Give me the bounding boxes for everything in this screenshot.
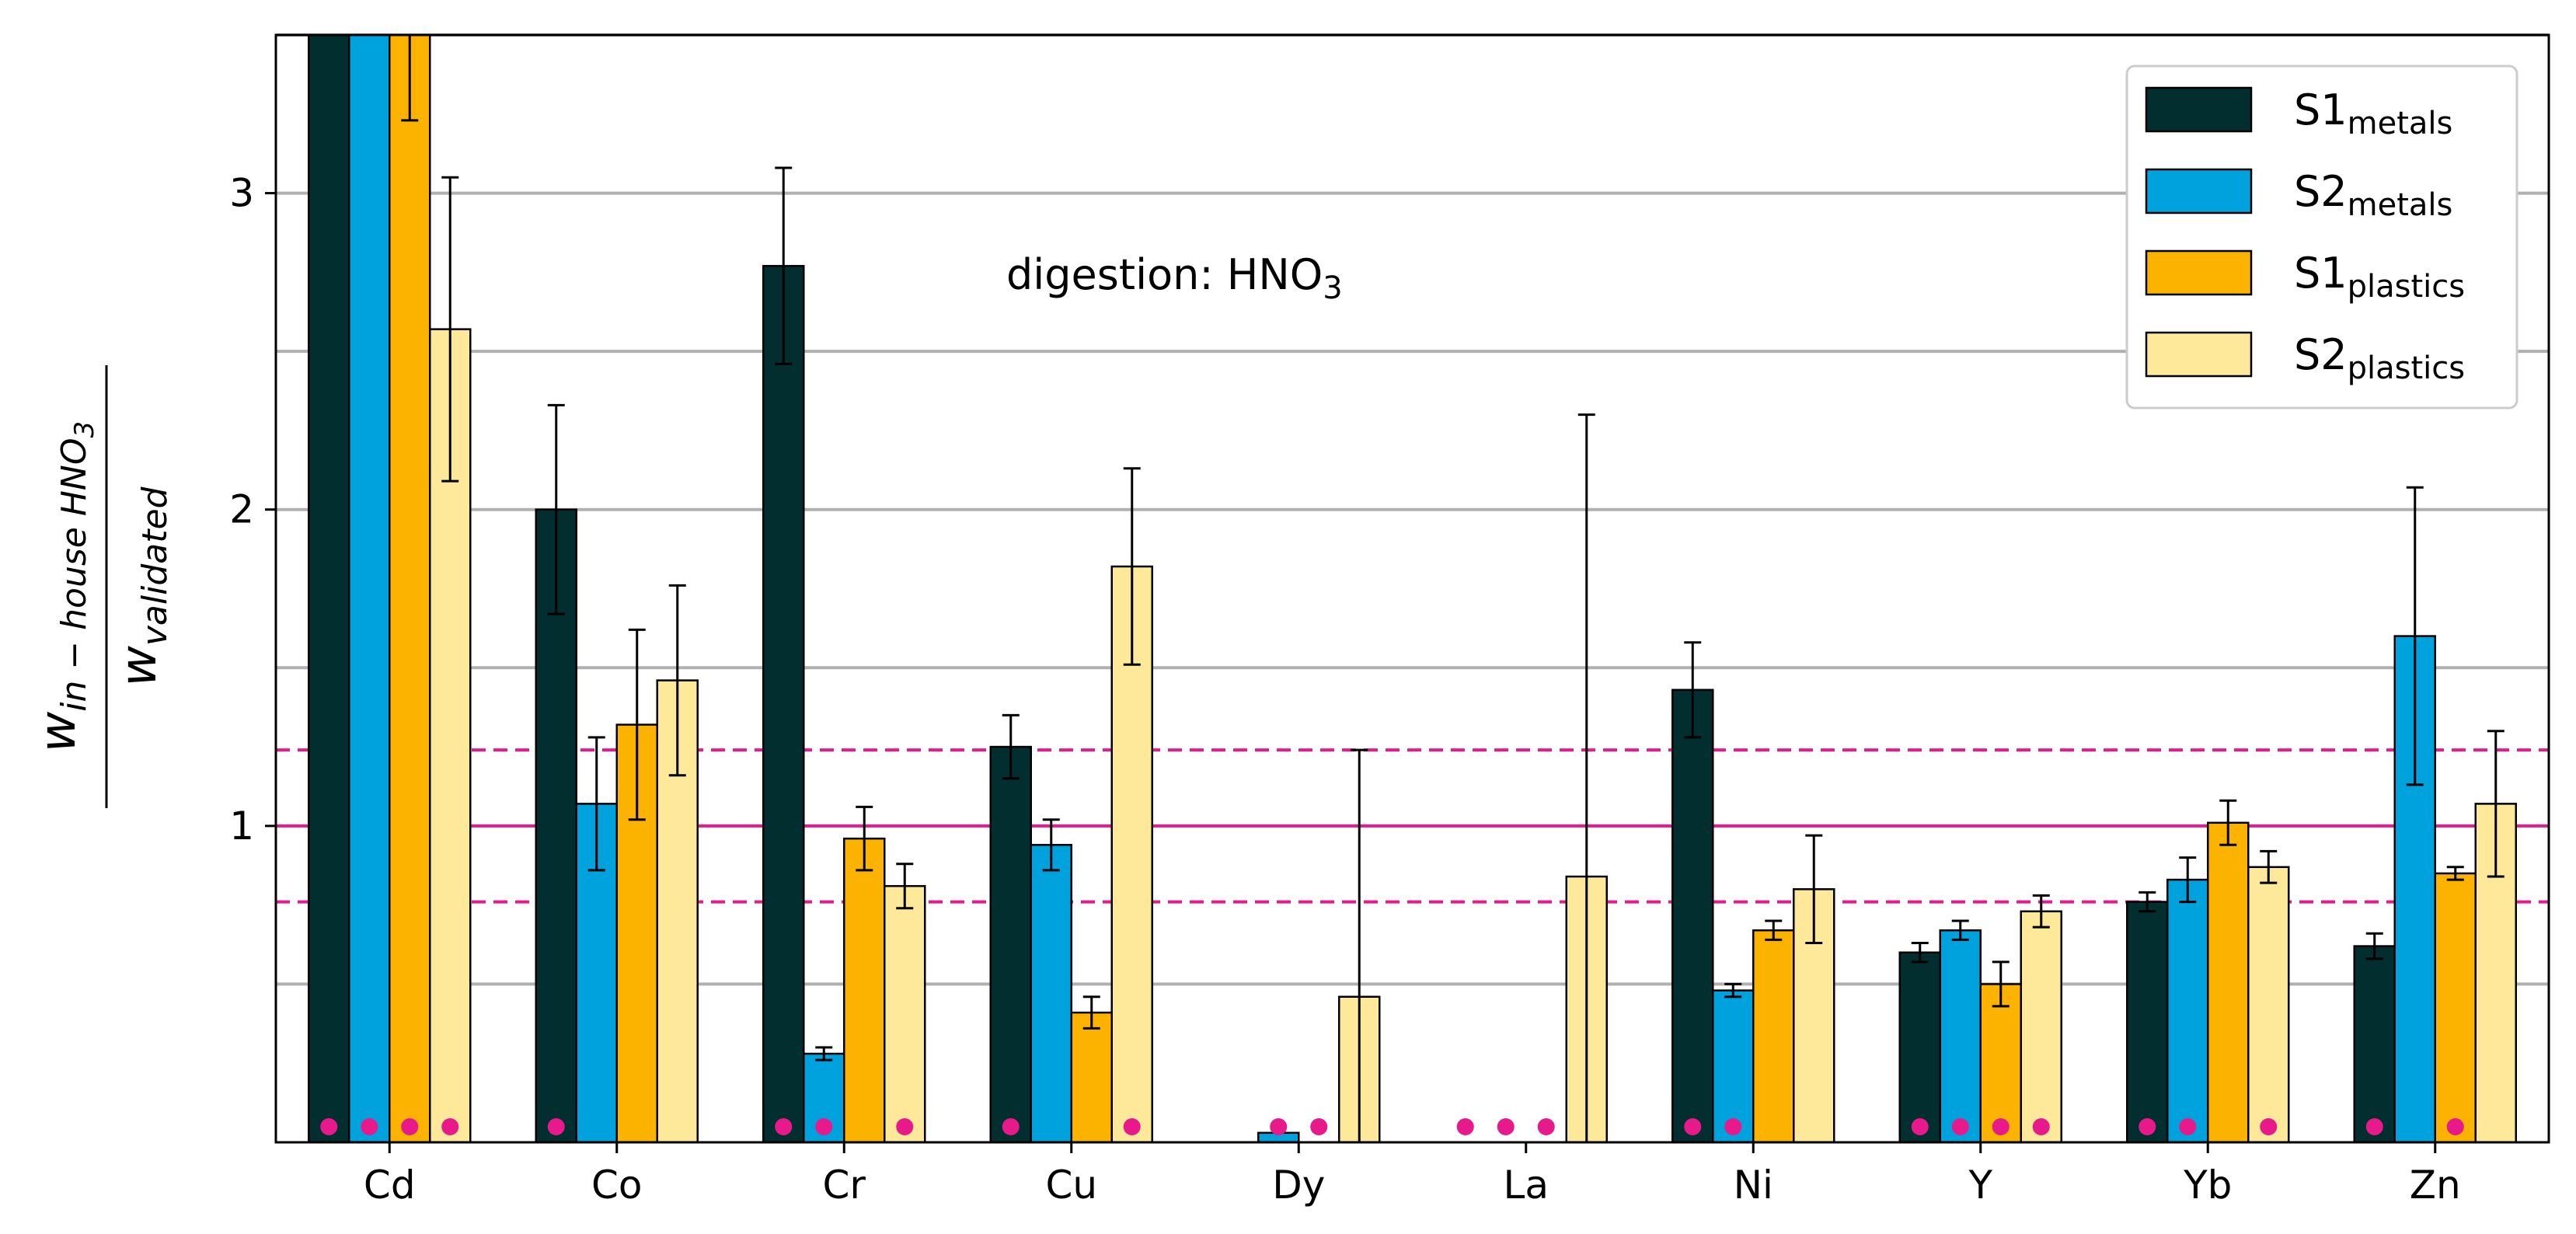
validated-marker-Cd-S2-plastics: [441, 1118, 459, 1135]
legend-swatch-S2-metals: [2145, 168, 2253, 214]
svg-text:wvalidated: wvalidated: [110, 486, 175, 686]
validated-marker-La-S2-metals: [1497, 1118, 1515, 1135]
legend: S1metals S2metals S1plastics S2plastics: [2125, 64, 2518, 410]
bar-Y-S2-plastics: [2020, 910, 2062, 1144]
x-tick-label-Cd: Cd: [364, 1163, 416, 1208]
validated-marker-Y-S1-metals: [1911, 1118, 1929, 1135]
y-tick-label-1: 1: [229, 803, 254, 849]
bar-Zn-S1-plastics: [2434, 872, 2477, 1144]
validated-markers: [320, 1118, 2464, 1135]
bar-Ni-S1-metals: [1671, 688, 1714, 1144]
bar-Yb-S2-plastics: [2247, 866, 2290, 1144]
y-axis-label: win − house HNO3 wvalidated: [30, 365, 175, 808]
legend-swatch-S1-metals: [2145, 86, 2253, 133]
validated-marker-Cr-S2-plastics: [896, 1118, 914, 1135]
validated-marker-Yb-S2-metals: [2179, 1118, 2197, 1135]
bar-Zn-S2-plastics: [2474, 803, 2517, 1144]
bar-Cu-S2-metals: [1030, 844, 1072, 1144]
bar-Cu-S1-metals: [989, 745, 1032, 1144]
bar-Cu-S1-plastics: [1070, 1011, 1113, 1144]
y-tick-label-3: 3: [229, 171, 254, 216]
bar-Cr-S2-plastics: [884, 884, 926, 1144]
x-tick-label-Cu: Cu: [1045, 1163, 1097, 1208]
x-tick-label-Zn: Zn: [2410, 1163, 2461, 1208]
legend-label-S2-metals: S2metals: [2294, 167, 2452, 223]
legend-label-S1-metals: S1metals: [2294, 85, 2452, 141]
bar-Cd-S1-metals: [308, 33, 350, 1144]
bar-Zn-S1-metals: [2353, 945, 2396, 1144]
x-tick-label-Yb: Yb: [2183, 1163, 2232, 1208]
legend-swatch-S1-plastics: [2145, 249, 2253, 296]
validated-marker-Ni-S1-metals: [1684, 1118, 1702, 1135]
validated-marker-Cd-S1-plastics: [401, 1118, 419, 1135]
axis-ticks: Cd Co Cr Cu Dy La Ni Y Yb Zn 1 2 3: [229, 171, 2461, 1208]
bar-Cr-S1-plastics: [843, 837, 886, 1144]
legend-label-S2-plastics: S2plastics: [2294, 330, 2465, 386]
bar-Yb-S1-plastics: [2207, 821, 2250, 1144]
validated-marker-Zn-S1-plastics: [2446, 1118, 2464, 1135]
bar-Cr-S1-metals: [762, 264, 805, 1144]
validated-marker-Cd-S2-metals: [361, 1118, 378, 1135]
bar-Ni-S2-metals: [1712, 989, 1755, 1144]
x-tick-label-Ni: Ni: [1734, 1163, 1773, 1208]
bar-Cd-S2-metals: [348, 33, 391, 1144]
x-tick-label-Cr: Cr: [823, 1163, 866, 1208]
validated-marker-Dy-S2-metals: [1270, 1118, 1288, 1135]
bar-Ni-S1-plastics: [1752, 929, 1795, 1144]
validated-marker-Y-S1-plastics: [1992, 1118, 2010, 1135]
bar-Y-S1-metals: [1898, 951, 1941, 1144]
bar-Yb-S2-metals: [2166, 878, 2209, 1144]
legend-label-S1-plastics: S1plastics: [2294, 249, 2465, 305]
validated-marker-Cu-S1-metals: [1002, 1118, 1020, 1135]
y-tick-label-2: 2: [229, 487, 254, 532]
bar-Y-S2-metals: [1939, 929, 1982, 1144]
x-tick-label-La: La: [1504, 1163, 1549, 1208]
validated-marker-Y-S2-metals: [1951, 1118, 1969, 1135]
validated-marker-Cd-S1-metals: [320, 1118, 338, 1135]
validated-marker-Co-S1-metals: [547, 1118, 565, 1135]
bar-Cd-S1-plastics: [389, 33, 431, 1144]
x-tick-label-Co: Co: [591, 1163, 643, 1208]
x-tick-label-Y: Y: [1968, 1163, 1992, 1208]
error-bars: [401, 35, 2505, 1144]
validated-marker-Ni-S2-metals: [1724, 1118, 1742, 1135]
validated-marker-Cr-S1-metals: [775, 1118, 793, 1135]
validated-marker-Yb-S1-metals: [2139, 1118, 2156, 1135]
plot-frame: [274, 33, 2550, 1144]
legend-swatch-S2-plastics: [2145, 331, 2253, 378]
svg-text:win − house HNO3: win − house HNO3: [30, 421, 100, 752]
validated-marker-La-S1-metals: [1456, 1118, 1474, 1135]
validated-marker-Dy-S1-plastics: [1310, 1118, 1328, 1135]
validated-marker-Zn-S1-metals: [2365, 1118, 2383, 1135]
validated-marker-La-S1-plastics: [1537, 1118, 1555, 1135]
validated-marker-Cu-S2-plastics: [1123, 1118, 1141, 1135]
digestion-annotation: digestion: HNO3: [1006, 250, 1343, 306]
validated-marker-Cr-S2-metals: [815, 1118, 833, 1135]
x-tick-label-Dy: Dy: [1272, 1163, 1325, 1208]
validated-marker-Y-S2-plastics: [2032, 1118, 2050, 1135]
bar-Yb-S1-metals: [2126, 901, 2169, 1144]
validated-marker-Yb-S2-plastics: [2260, 1118, 2278, 1135]
bars: [308, 33, 2517, 1144]
